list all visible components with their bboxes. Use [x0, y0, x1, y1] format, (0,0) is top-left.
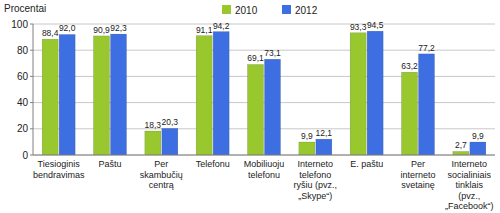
category-label: Mobiliuojutelefonu: [244, 159, 285, 180]
data-label: 94,5: [367, 20, 384, 30]
bar: [94, 36, 110, 155]
data-label: 20,3: [162, 117, 179, 127]
bar: [265, 59, 281, 155]
bar: [162, 128, 178, 155]
data-label: 69,1: [247, 53, 264, 63]
bar: [367, 31, 383, 155]
tick-label: 0: [22, 150, 28, 161]
category-label: Perskambučiųcentrą: [140, 159, 183, 190]
legend-swatch: [282, 5, 291, 14]
category-label: Internetotelefonoryšiu (pvz.,„Skype“): [294, 159, 338, 201]
bar: [419, 54, 435, 155]
tick-label: 100: [11, 19, 28, 30]
x-axis: [33, 155, 495, 156]
y-axis: [33, 24, 34, 155]
bar: [470, 142, 486, 155]
bar: [453, 151, 469, 155]
data-label: 91,1: [196, 25, 213, 35]
category-label: Internetosocialiniaistinklais(pvz.,„Face…: [445, 159, 494, 211]
data-label: 9,9: [301, 131, 313, 141]
tick-label: 20: [17, 123, 29, 134]
grid-line: [33, 155, 495, 156]
tick-label: 60: [17, 71, 29, 82]
data-label: 73,1: [264, 48, 281, 58]
data-labels: 88,4 90,9 18,3 91,1 69,1 9,9 93,3 63,2 2,7 92,0 92…: [42, 20, 484, 150]
data-label: 92,0: [59, 23, 76, 33]
bar: [316, 139, 332, 155]
bar: [299, 142, 315, 155]
axis-label: Procentai: [4, 3, 46, 14]
bar: [402, 72, 418, 155]
bar: [145, 131, 161, 155]
category-label: Paštu: [98, 159, 121, 169]
data-label: 18,3: [145, 120, 162, 130]
chart: 0 20 40 60 80 100 Procentai 2010 2012 88,4 90,9 18,…: [0, 0, 500, 213]
legend-swatch: [222, 5, 231, 14]
bar: [248, 64, 264, 155]
data-label: 88,4: [42, 28, 59, 38]
bar: [213, 32, 229, 155]
bar: [59, 34, 75, 155]
tick-label: 80: [17, 45, 29, 56]
data-label: 94,2: [213, 21, 230, 31]
data-label: 9,9: [472, 131, 484, 141]
tick-label: 40: [17, 97, 29, 108]
category-label: Perinternetosvetainę: [400, 159, 435, 190]
bar: [111, 34, 127, 155]
bar: [42, 39, 58, 155]
data-label: 92,3: [110, 23, 127, 33]
bars: [42, 31, 486, 155]
category-label: Telefonu: [196, 159, 230, 169]
data-label: 90,9: [93, 25, 110, 35]
category-label: Tiesioginisbendravimas: [33, 159, 85, 180]
data-label: 63,2: [401, 61, 418, 71]
data-label: 77,2: [418, 43, 435, 53]
data-label: 12,1: [316, 128, 333, 138]
data-label: 2,7: [455, 140, 467, 150]
legend-label: 2012: [295, 5, 318, 16]
data-label: 93,3: [350, 22, 367, 32]
category-label: E. paštu: [350, 159, 383, 169]
legend-label: 2010: [235, 5, 258, 16]
bar: [350, 33, 366, 155]
bar: [196, 36, 212, 155]
